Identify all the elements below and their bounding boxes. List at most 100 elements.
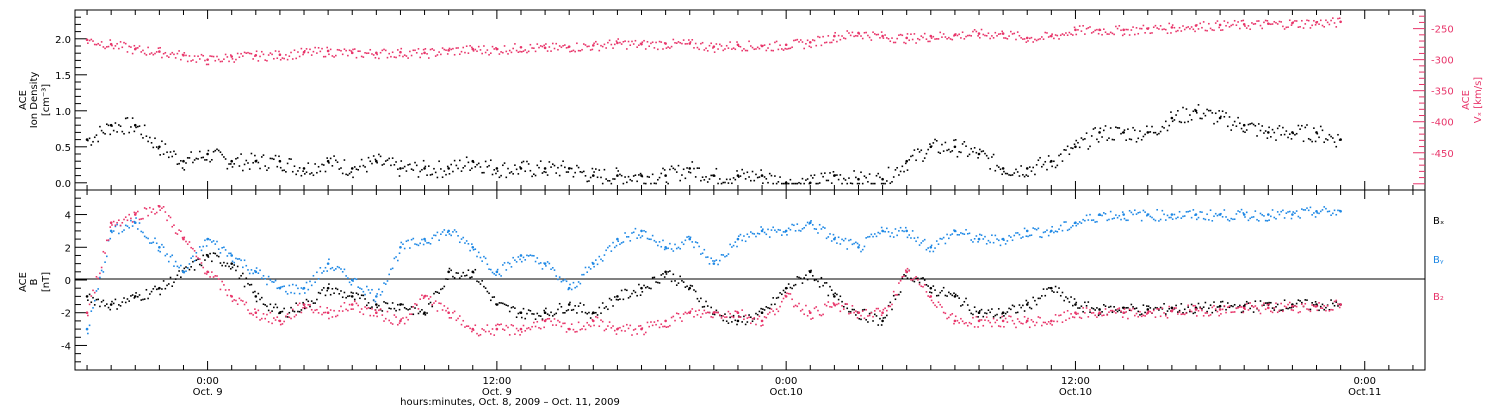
data-point-red	[989, 321, 991, 324]
data-point-blue	[524, 259, 527, 261]
data-point-black	[688, 171, 690, 173]
data-point-blue	[646, 237, 649, 240]
data-point-black	[774, 303, 776, 306]
data-point-black	[679, 179, 682, 182]
data-point-red	[116, 42, 118, 45]
data-point-black	[336, 288, 339, 291]
data-point-black	[180, 276, 182, 278]
data-point-red	[1102, 314, 1105, 317]
data-point-black	[343, 159, 346, 161]
data-point-black	[539, 160, 542, 162]
data-point-black	[915, 159, 917, 162]
data-point-black	[1010, 174, 1012, 177]
data-point-black	[467, 161, 470, 164]
data-point-red	[158, 50, 161, 53]
data-point-black	[1307, 137, 1310, 140]
data-point-blue	[739, 233, 742, 236]
data-point-black	[1066, 297, 1069, 300]
data-point-black	[154, 137, 156, 140]
data-point-red	[970, 35, 973, 37]
data-point-black	[286, 316, 289, 318]
data-point-black	[150, 290, 153, 293]
data-point-blue	[288, 284, 291, 287]
data-point-blue	[910, 237, 912, 239]
data-point-red	[257, 309, 260, 312]
data-point-black	[455, 164, 458, 167]
data-point-black	[868, 173, 871, 175]
data-point-red	[935, 306, 938, 308]
data-point-black	[254, 154, 256, 157]
data-point-black	[173, 150, 175, 153]
data-point-black	[1252, 311, 1255, 313]
data-point-red	[1247, 309, 1250, 311]
data-point-blue	[505, 269, 508, 271]
data-point-black	[851, 308, 854, 311]
data-point-black	[705, 176, 707, 178]
data-point-red	[371, 53, 373, 55]
data-point-black	[133, 297, 136, 299]
data-point-black	[226, 262, 229, 265]
bottom-ylabel-2: B	[29, 278, 40, 285]
data-point-red	[1039, 38, 1041, 40]
data-point-black	[331, 165, 334, 167]
data-point-blue	[355, 278, 358, 281]
data-point-black	[228, 265, 230, 268]
data-point-red	[533, 47, 535, 50]
data-point-black	[836, 293, 838, 296]
data-point-red	[1302, 27, 1305, 29]
data-point-black	[128, 131, 130, 134]
data-point-red	[118, 47, 120, 50]
data-point-red	[1065, 319, 1067, 321]
data-point-red	[259, 319, 261, 321]
data-point-blue	[489, 268, 492, 271]
data-point-black	[1299, 128, 1301, 130]
data-point-black	[410, 306, 413, 308]
data-point-black	[1304, 299, 1307, 301]
data-point-black	[405, 170, 408, 172]
data-point-red	[507, 326, 509, 329]
data-point-blue	[178, 266, 180, 269]
data-point-red	[281, 323, 284, 325]
data-point-black	[651, 276, 654, 279]
data-point-black	[808, 181, 812, 185]
data-point-black	[1271, 128, 1274, 131]
data-point-black	[639, 172, 642, 175]
data-point-black	[1102, 129, 1105, 132]
data-point-black	[154, 285, 156, 288]
data-point-blue	[548, 262, 551, 265]
data-point-red	[1098, 28, 1101, 32]
data-point-red	[338, 49, 341, 51]
data-point-blue	[605, 249, 607, 252]
data-point-blue	[675, 247, 678, 250]
data-point-red	[553, 47, 556, 50]
data-point-red	[925, 38, 928, 40]
data-point-black	[326, 159, 330, 163]
data-point-black	[1175, 114, 1177, 116]
data-point-red	[426, 295, 428, 297]
data-point-black	[679, 275, 682, 278]
data-point-blue	[477, 251, 480, 254]
data-point-red	[646, 40, 649, 43]
data-point-black	[627, 297, 630, 299]
data-point-black	[419, 170, 421, 173]
data-point-black	[1273, 309, 1276, 311]
data-point-black	[526, 312, 528, 315]
data-point-blue	[331, 266, 334, 269]
data-point-black	[312, 174, 315, 177]
data-point-black	[1332, 137, 1334, 139]
data-point-red	[905, 36, 908, 40]
data-point-blue	[734, 241, 737, 243]
data-point-red	[1063, 34, 1065, 36]
data-point-red	[700, 316, 702, 318]
data-point-black	[808, 270, 812, 274]
data-point-red	[1018, 320, 1021, 323]
data-point-red	[824, 303, 826, 306]
data-point-red	[615, 333, 618, 335]
data-point-black	[762, 308, 764, 310]
data-point-black	[1090, 135, 1093, 137]
data-point-blue	[1027, 235, 1029, 238]
data-point-black	[820, 172, 823, 175]
data-point-black	[748, 314, 750, 316]
top-panel-series	[85, 17, 1342, 185]
data-point-black	[629, 178, 632, 181]
